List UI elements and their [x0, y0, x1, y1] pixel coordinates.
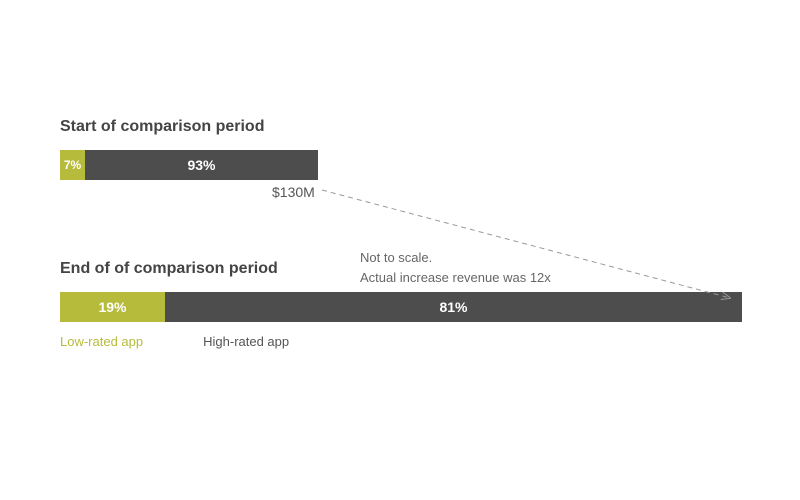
comparison-chart: Start of comparison period 7% 93% $130M …	[60, 118, 742, 349]
top-bar-high: 93%	[85, 150, 318, 180]
bottom-bar: 19% 81%	[60, 292, 742, 322]
top-title: Start of comparison period	[60, 118, 742, 136]
legend: Low-rated app High-rated app	[60, 334, 742, 349]
top-bar-low: 7%	[60, 150, 85, 180]
note-line1: Not to scale.	[360, 248, 551, 268]
top-low-pct: 7%	[64, 158, 81, 172]
bottom-high-pct: 81%	[439, 299, 467, 315]
bottom-bar-high: 81%	[165, 292, 742, 322]
legend-high: High-rated app	[203, 334, 289, 349]
top-high-pct: 93%	[187, 157, 215, 173]
bottom-bar-low: 19%	[60, 292, 165, 322]
scale-note: Not to scale. Actual increase revenue wa…	[360, 248, 551, 287]
bottom-low-pct: 19%	[98, 299, 126, 315]
top-bar: 7% 93%	[60, 150, 742, 180]
legend-low: Low-rated app	[60, 334, 143, 349]
note-line2: Actual increase revenue was 12x	[360, 268, 551, 288]
top-value-label: $130M	[272, 184, 742, 200]
